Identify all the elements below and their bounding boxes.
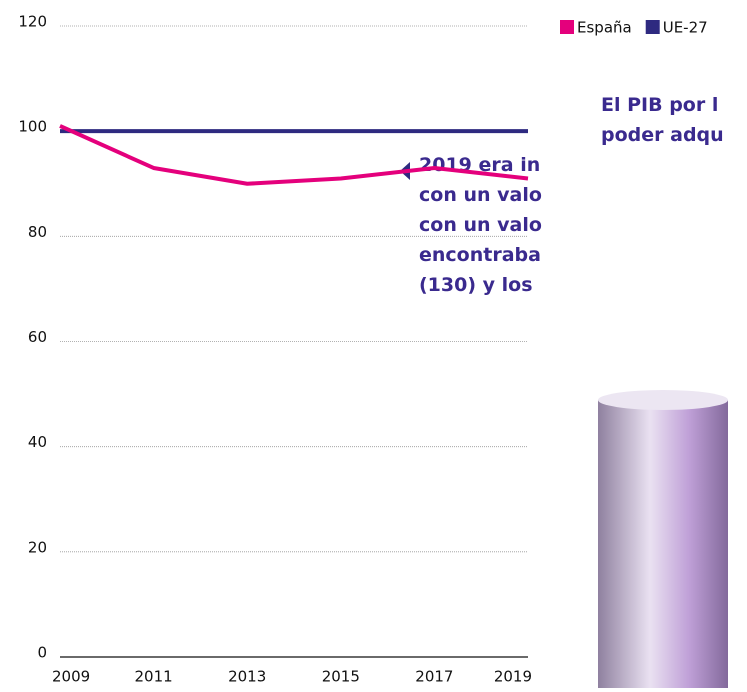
x-tick-label: 2009 — [52, 668, 90, 686]
x-tick-label: 2013 — [228, 668, 266, 686]
x-tick-label: 2015 — [322, 668, 360, 686]
callout-line: con un valo — [419, 184, 542, 206]
y-tick-label: 20 — [28, 538, 47, 556]
y-tick-label: 100 — [18, 118, 47, 136]
legend-swatch — [560, 20, 574, 34]
x-tick-label: 2019 — [494, 668, 532, 686]
x-tick-label: 2017 — [415, 668, 453, 686]
callout-line: poder adqu — [601, 124, 724, 146]
y-tick-label: 60 — [28, 328, 47, 346]
coin-stack — [598, 390, 728, 688]
y-tick-label: 0 — [37, 644, 47, 662]
legend-label: España — [577, 19, 632, 37]
legend-label: UE-27 — [663, 19, 708, 37]
x-tick-label: 2011 — [135, 668, 173, 686]
callout-line: (130) y los — [419, 274, 533, 296]
y-tick-label: 40 — [28, 433, 47, 451]
callout-line: El PIB por l — [601, 94, 718, 116]
plot: 0 20 40 60 80 100 120 2009 2011 2013 2015 2017 2019 — [18, 13, 532, 686]
y-tick-label: 80 — [28, 223, 47, 241]
legend-swatch — [645, 20, 660, 34]
series-line — [59, 124, 529, 186]
y-tick-label: 120 — [18, 13, 47, 31]
callout-line: con un valo — [419, 214, 542, 236]
callout-line: encontraba — [419, 244, 541, 266]
